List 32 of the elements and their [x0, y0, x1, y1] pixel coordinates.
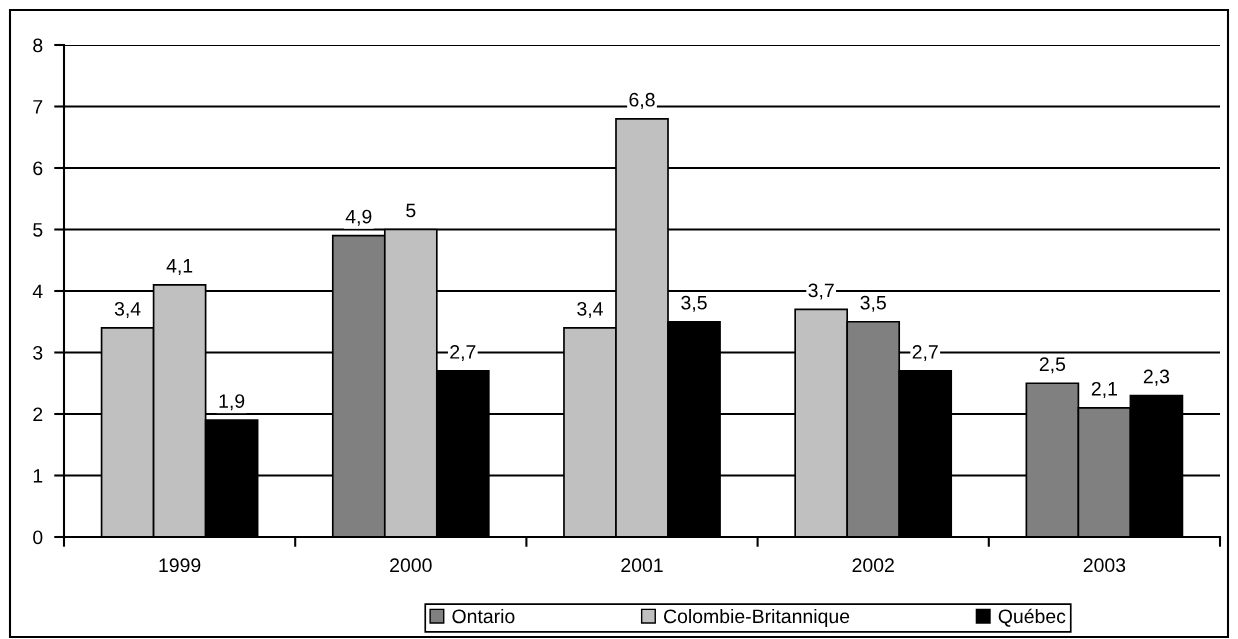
data-label: 3,7 [808, 283, 834, 300]
y-tick-label: 4 [32, 284, 43, 299]
data-label: 3,4 [577, 301, 603, 319]
y-tick-label: 1 [33, 469, 43, 483]
data-label: 2,7 [912, 345, 938, 362]
data-label: 2,1 [1091, 381, 1117, 398]
data-label: 2,5 [1039, 357, 1066, 374]
y-tick-label: 0 [33, 530, 43, 545]
y-tick-label: 8 [33, 38, 43, 53]
legend-label: Ontario [452, 608, 515, 624]
x-tick-label: 2001 [621, 558, 663, 573]
y-tick-label: 6 [33, 161, 43, 176]
data-label: 6,8 [629, 92, 655, 109]
data-label: 3,5 [681, 295, 707, 312]
x-tick-label: 1999 [159, 558, 201, 573]
data-label: 3,5 [860, 295, 886, 312]
data-label: 2,7 [450, 345, 476, 362]
y-tick-label: 3 [33, 345, 43, 360]
data-label: 2,3 [1143, 369, 1170, 386]
x-tick-label: 2003 [1083, 558, 1126, 573]
data-label: 4,9 [345, 209, 372, 226]
data-label: 1,9 [219, 394, 245, 411]
y-tick-label: 2 [33, 407, 43, 422]
x-tick-label: 2000 [390, 558, 432, 573]
data-label: 3,4 [114, 301, 141, 319]
legend-label: Québec [998, 608, 1066, 627]
x-tick-label: 2002 [852, 558, 894, 573]
y-tick-label: 7 [33, 100, 43, 114]
legend-label: Colombie-Britannique [664, 608, 850, 628]
data-label: 5 [406, 203, 416, 218]
data-label: 4,1 [166, 259, 193, 275]
y-tick-label: 5 [33, 223, 43, 237]
